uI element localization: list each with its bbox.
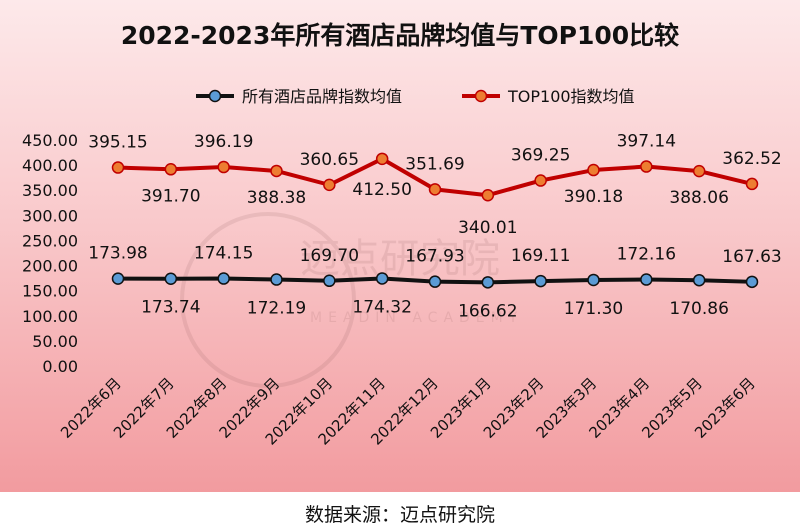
data-point <box>692 273 706 287</box>
data-point <box>323 178 336 192</box>
data-label: 412.50 <box>352 180 411 200</box>
y-tick-label: 350.00 <box>22 181 78 200</box>
data-label: 397.14 <box>617 132 676 152</box>
data-point <box>587 273 600 287</box>
data-label: 169.11 <box>511 246 570 266</box>
y-tick-label: 0.00 <box>42 357 78 376</box>
data-label: 172.16 <box>617 245 676 265</box>
y-tick-label: 400.00 <box>22 156 78 175</box>
source-note: 数据来源：迈点研究院 <box>304 504 495 526</box>
data-label: 395.15 <box>88 133 147 153</box>
data-point <box>375 272 389 285</box>
data-label: 174.32 <box>352 297 411 317</box>
data-label: 351.69 <box>405 154 464 174</box>
chart-area: 迈点研究院 MEADIN ACADEMY 2022-2023年所有酒店品牌均值与… <box>0 0 800 492</box>
y-tick-label: 450.00 <box>22 131 78 150</box>
data-point <box>111 272 125 285</box>
legend-marker <box>474 89 488 103</box>
data-point <box>640 273 653 286</box>
series-layer: 173.98 173.74 174.15 172.19 169.70 174.32 167.… <box>88 132 781 322</box>
data-point <box>217 160 230 174</box>
data-label: 340.01 <box>458 218 517 238</box>
data-point <box>481 188 495 202</box>
legend-label: TOP100指数均值 <box>507 87 635 106</box>
data-label: 167.93 <box>405 247 464 267</box>
legend: 所有酒店品牌指数均值 TOP100指数均值 <box>196 87 635 106</box>
x-axis: 2022年6月2022年7月2022年8月2022年9月2022年10月2022… <box>57 374 759 448</box>
data-point <box>640 160 653 173</box>
legend-marker <box>208 89 222 103</box>
y-tick-label: 150.00 <box>22 282 78 301</box>
data-label: 369.25 <box>511 146 570 166</box>
y-tick-label: 250.00 <box>22 231 78 250</box>
watermark-subtext: MEADIN ACADEMY <box>310 310 523 326</box>
data-point <box>323 274 336 288</box>
data-label: 167.63 <box>722 247 781 267</box>
data-label: 171.30 <box>564 299 623 319</box>
data-point <box>587 163 600 177</box>
data-label: 388.38 <box>247 188 306 208</box>
data-label: 173.98 <box>88 244 147 264</box>
data-label: 388.06 <box>669 188 728 208</box>
data-label: 172.19 <box>247 299 306 319</box>
data-label: 391.70 <box>141 186 200 206</box>
y-tick-label: 300.00 <box>22 206 78 225</box>
y-tick-label: 200.00 <box>22 257 78 276</box>
data-point <box>164 163 178 176</box>
data-point <box>428 183 442 196</box>
data-label: 360.65 <box>300 150 359 170</box>
y-tick-label: 50.00 <box>32 332 78 351</box>
data-point <box>428 275 442 288</box>
data-point <box>111 161 125 174</box>
data-label: 173.74 <box>141 298 200 318</box>
legend-label: 所有酒店品牌指数均值 <box>242 87 402 106</box>
data-label: 390.18 <box>564 187 623 207</box>
data-point <box>481 276 495 289</box>
data-label: 362.52 <box>722 149 781 169</box>
watermark-logo: 迈点研究院 MEADIN ACADEMY <box>180 212 523 388</box>
data-point <box>375 152 389 166</box>
watermark-text: 迈点研究院 <box>300 236 500 282</box>
data-label: 174.15 <box>194 244 253 264</box>
data-point <box>534 274 547 288</box>
data-point <box>270 164 283 178</box>
data-label: 396.19 <box>194 132 253 152</box>
line-chart: 迈点研究院 MEADIN ACADEMY 2022-2023年所有酒店品牌均值与… <box>22 21 782 449</box>
y-axis: 0.00 50.00 100.00 150.00 200.00 250.00 300.00 3… <box>22 131 78 376</box>
data-label: 166.62 <box>458 301 517 321</box>
data-point <box>745 275 759 289</box>
data-point <box>270 273 283 286</box>
data-point <box>164 272 178 285</box>
data-label: 169.70 <box>300 246 359 266</box>
data-point <box>692 164 706 178</box>
data-point <box>745 177 759 191</box>
y-tick-label: 100.00 <box>22 307 78 326</box>
data-label: 170.86 <box>669 299 728 319</box>
data-point <box>534 174 547 187</box>
data-point <box>217 272 230 285</box>
chart-title: 2022-2023年所有酒店品牌均值与TOP100比较 <box>121 21 679 50</box>
